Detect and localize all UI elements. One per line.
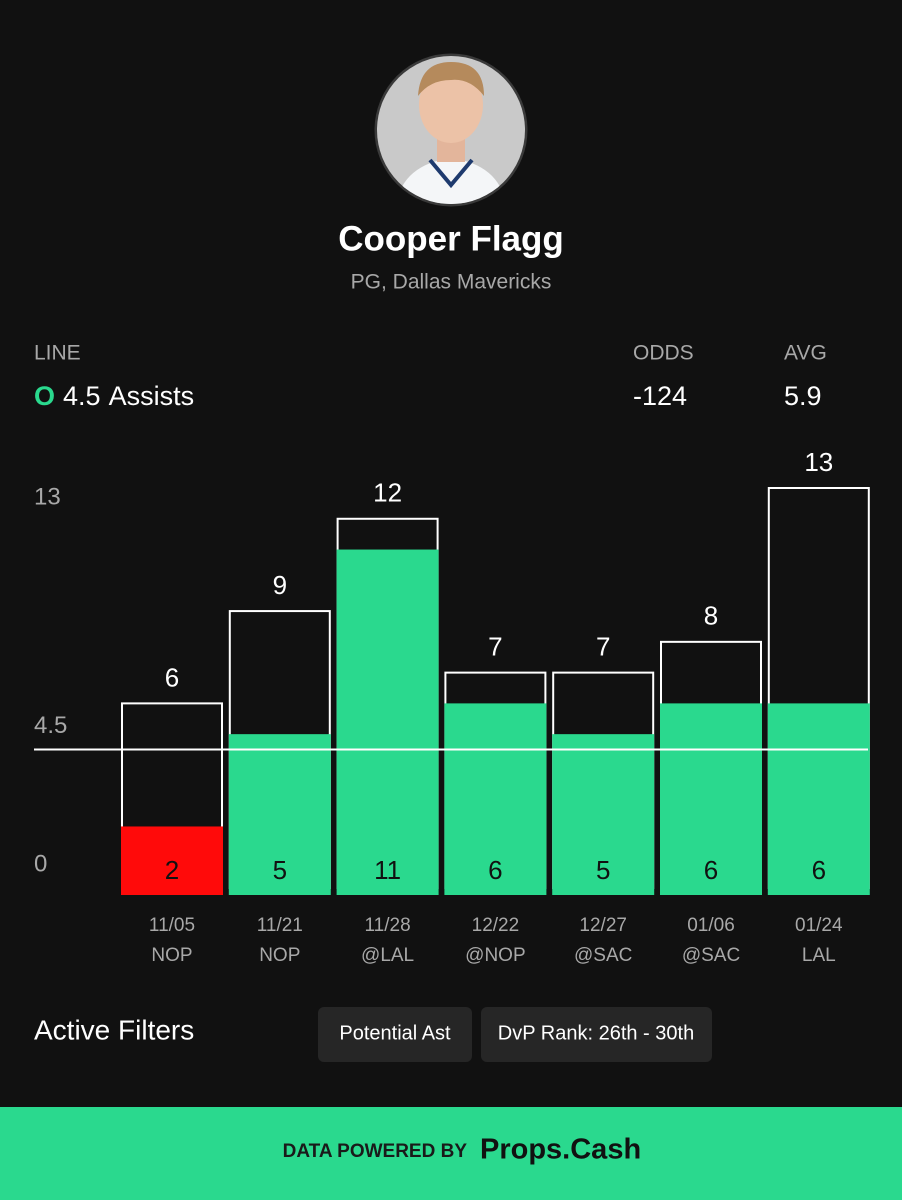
- y-tick-label: 0: [34, 850, 47, 877]
- potential-value-label: 7: [596, 631, 610, 661]
- line-value: O 4.5 Assists: [34, 381, 194, 411]
- potential-value-label: 13: [804, 447, 833, 477]
- opponent-label: @SAC: [682, 945, 740, 966]
- odds-value: -124: [633, 381, 687, 411]
- stat-name: Assists: [109, 381, 195, 411]
- opponent-label: @SAC: [574, 945, 632, 966]
- avatar: [374, 53, 528, 207]
- chart: 6 2 11/05 NOP 9 5 11/21 NOP 12 11 11/28 @LAL 7 6 12/22…: [34, 447, 870, 966]
- actual-bar: [444, 703, 547, 895]
- actual-value-label: 2: [165, 855, 179, 885]
- x-tick-label: 01/24: [795, 915, 843, 936]
- y-tick-label: 4.5: [34, 712, 67, 739]
- x-tick-label: 11/28: [365, 915, 411, 936]
- x-tick-label: 01/06: [687, 915, 735, 936]
- avg-value: 5.9: [784, 381, 822, 411]
- actual-bar: [660, 703, 762, 895]
- side: O: [34, 381, 55, 411]
- filter-chip-label[interactable]: DvP Rank: 26th - 30th: [498, 1022, 694, 1044]
- opponent-label: LAL: [802, 945, 836, 966]
- actual-value-label: 5: [273, 855, 287, 885]
- filter-chip-label[interactable]: Potential Ast: [339, 1022, 451, 1044]
- footer: [0, 1107, 902, 1200]
- opponent-label: NOP: [259, 945, 300, 966]
- potential-value-label: 9: [273, 570, 287, 600]
- actual-bar: [121, 826, 223, 895]
- actual-bar: [552, 734, 655, 895]
- actual-bar: [228, 734, 331, 895]
- line-label: LINE: [34, 342, 81, 365]
- x-tick-label: 12/22: [472, 915, 520, 936]
- opponent-label: @NOP: [465, 945, 525, 966]
- actual-bar: [336, 549, 439, 895]
- x-tick-label: 11/21: [257, 915, 303, 936]
- potential-value-label: 7: [488, 631, 502, 661]
- footer-brand: Props.Cash: [480, 1134, 641, 1166]
- x-tick-label: 11/05: [149, 915, 195, 936]
- actual-bar: [767, 703, 870, 895]
- actual-value-label: 6: [812, 855, 826, 885]
- player-name: Cooper Flagg: [338, 219, 564, 258]
- potential-value-label: 12: [373, 478, 402, 508]
- actual-value-label: 6: [488, 855, 502, 885]
- filters-title: Active Filters: [34, 1014, 194, 1045]
- x-tick-label: 12/27: [579, 915, 627, 936]
- player-subtitle: PG, Dallas Mavericks: [351, 271, 552, 294]
- filter-chip[interactable]: [481, 1007, 712, 1062]
- potential-value-label: 8: [704, 601, 718, 631]
- avg-label: AVG: [784, 342, 827, 365]
- odds-label: ODDS: [633, 342, 694, 365]
- line-number: 4.5: [63, 381, 101, 411]
- opponent-label: @LAL: [361, 945, 414, 966]
- actual-value-label: 5: [596, 855, 610, 885]
- actual-value-label: 11: [374, 855, 401, 885]
- potential-value-label: 6: [165, 662, 179, 692]
- opponent-label: NOP: [151, 945, 192, 966]
- footer-prefix: DATA POWERED BY: [283, 1141, 468, 1162]
- filter-chip[interactable]: [318, 1007, 472, 1062]
- y-tick-label: 13: [34, 483, 61, 510]
- actual-value-label: 6: [704, 855, 718, 885]
